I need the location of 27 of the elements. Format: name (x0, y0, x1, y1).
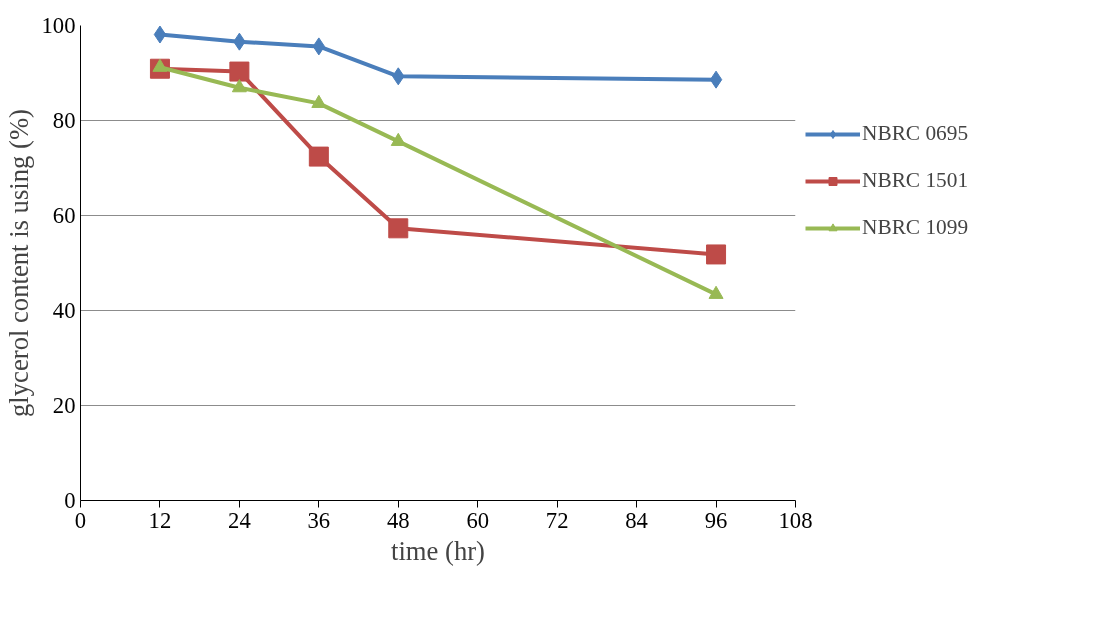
y-tick-label: 100 (41, 13, 76, 38)
point (229, 61, 250, 82)
point (706, 244, 727, 265)
y-tick-label: 80 (52, 108, 76, 133)
y-axis-title: glycerol content is using (%) (3, 109, 34, 417)
x-axis-title: time (hr) (391, 535, 485, 566)
x-tick-label: 96 (704, 507, 728, 533)
x-tick-label: 84 (625, 507, 648, 533)
y-tick-label: 40 (52, 298, 76, 323)
point (388, 218, 409, 239)
point (308, 146, 329, 167)
legend-label: NBRC 0695 (862, 121, 969, 146)
x-tick-label: 108 (778, 507, 813, 533)
point (231, 79, 247, 93)
y-tick-label: 60 (52, 203, 76, 228)
legend-label: NBRC 1099 (862, 215, 969, 240)
point (153, 25, 167, 44)
x-tick-label: 48 (386, 507, 410, 533)
y-tick-label: 0 (64, 488, 76, 513)
x-tick-label: 60 (466, 507, 490, 533)
y-tick-label: 20 (52, 393, 76, 418)
x-tick-label: 72 (545, 507, 569, 533)
point (709, 70, 723, 89)
legend-label: NBRC 1501 (862, 168, 969, 193)
x-tick-label: 24 (228, 507, 251, 533)
x-tick-label: 12 (148, 507, 172, 533)
x-tick-label: 36 (307, 507, 331, 533)
